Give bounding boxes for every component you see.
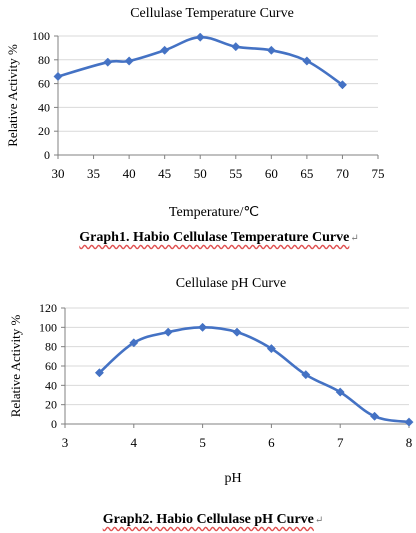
data-point: [301, 370, 311, 380]
x-tick-label: 3: [62, 435, 69, 450]
data-point: [335, 387, 345, 397]
y-axis-label: Relative Activity %: [8, 315, 23, 418]
y-axis-label: Relative Activity %: [5, 44, 20, 147]
y-tick-label: 100: [32, 29, 50, 43]
y-tick-label: 60: [38, 77, 50, 91]
x-tick-label: 30: [52, 166, 65, 181]
data-point: [404, 417, 414, 427]
y-tick-label: 60: [45, 359, 57, 373]
chart-title: Cellulase pH Curve: [176, 276, 286, 291]
data-point: [302, 56, 312, 66]
caption-graph2-text: Graph2. Habio Cellulase pH Curve: [102, 512, 314, 527]
data-point: [124, 56, 134, 66]
data-point: [370, 411, 380, 421]
x-tick-label: 75: [372, 166, 385, 181]
return-mark-icon: ↵: [314, 515, 324, 526]
y-tick-label: 0: [44, 148, 50, 162]
x-tick-label: 50: [194, 166, 207, 181]
data-point: [129, 338, 139, 348]
data-point: [195, 32, 205, 42]
x-tick-label: 45: [158, 166, 171, 181]
x-tick-label: 6: [268, 435, 275, 450]
data-point: [163, 327, 173, 337]
x-tick-label: 40: [123, 166, 136, 181]
y-tick-label: 20: [38, 124, 50, 138]
caption-graph1: Graph1. Habio Cellulase Temperature Curv…: [0, 230, 416, 246]
y-tick-label: 80: [45, 340, 57, 354]
data-point: [266, 344, 276, 354]
x-tick-label: 35: [87, 166, 100, 181]
chart-1: 0 20 40 60 80 100 30 35 40 45 50 55 60 65 70 75 Cellulas…: [5, 6, 385, 220]
series-line: [98, 326, 410, 424]
x-tick-label: 60: [265, 166, 278, 181]
series-line: [57, 35, 344, 86]
y-tick-label: 20: [45, 398, 57, 412]
x-axis-label: Temperature/℃: [169, 205, 259, 220]
chart-title: Cellulase Temperature Curve: [130, 6, 294, 21]
y-tick-label: 80: [38, 53, 50, 67]
y-tick-label: 100: [39, 320, 57, 334]
x-tick-label: 70: [336, 166, 349, 181]
data-point: [103, 57, 113, 67]
y-tick-label: 40: [45, 378, 57, 392]
data-point: [53, 71, 63, 82]
y-tick-label: 120: [39, 301, 57, 315]
x-tick-label: 5: [199, 435, 206, 450]
data-point: [198, 322, 208, 332]
x-tick-label: 4: [131, 435, 138, 450]
x-tick-label: 7: [337, 435, 344, 450]
return-mark-icon: ↵: [350, 233, 359, 244]
data-point: [232, 327, 242, 337]
data-point: [266, 45, 276, 55]
chart-2: 0 20 40 60 80 100 120 3 4 5 6 7 8 Cellulase pH Curve p…: [8, 276, 414, 486]
x-tick-label: 55: [229, 166, 242, 181]
x-axis-label: pH: [224, 471, 241, 486]
y-tick-label: 0: [51, 417, 57, 431]
x-tick-label: 65: [300, 166, 313, 181]
x-tick-label: 8: [406, 435, 413, 450]
data-point: [160, 45, 170, 55]
data-point: [337, 80, 347, 90]
data-point: [94, 368, 104, 378]
y-tick-label: 40: [38, 100, 50, 114]
caption-graph2: Graph2. Habio Cellulase pH Curve↵: [0, 512, 416, 528]
caption-graph1-text: Graph1. Habio Cellulase Temperature Curv…: [79, 230, 350, 245]
data-point: [231, 42, 241, 52]
